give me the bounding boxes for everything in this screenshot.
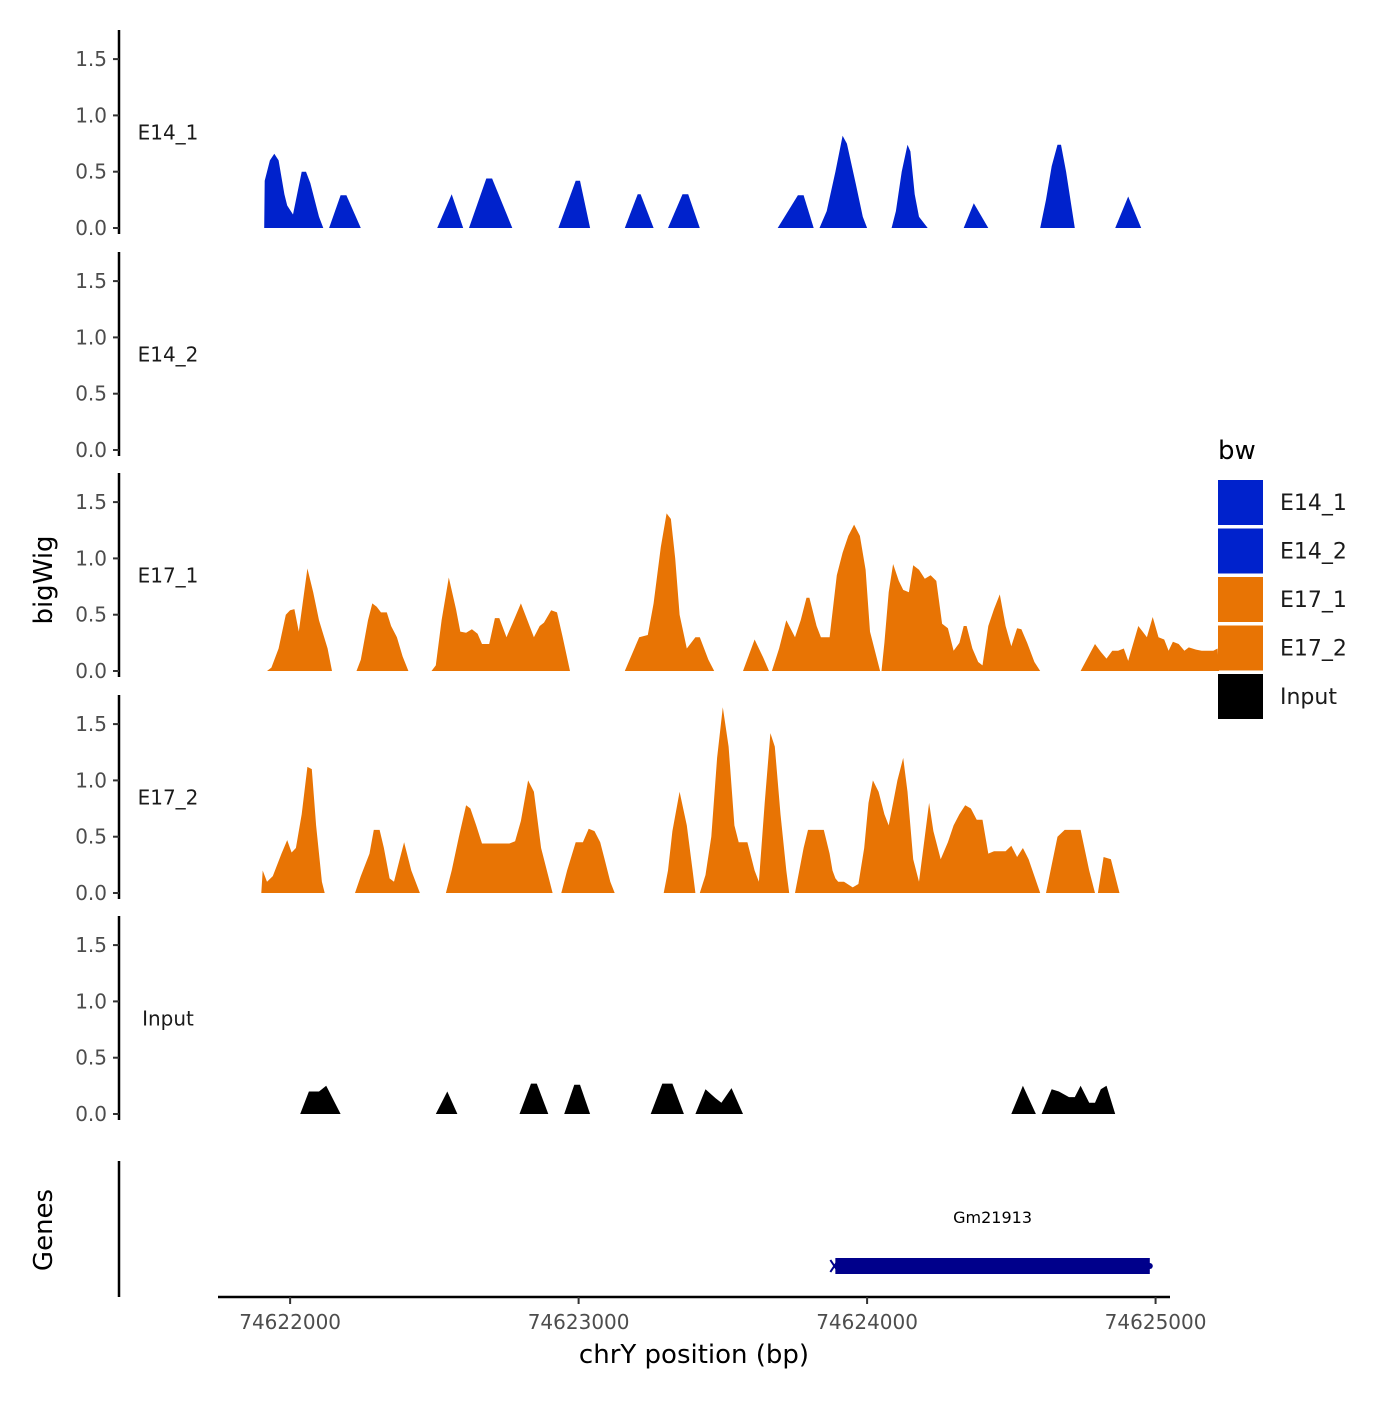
y-tick-label: 0.5 (75, 1046, 107, 1070)
coverage-peak (891, 144, 928, 228)
coverage-peak (435, 1091, 458, 1114)
coverage-peak (356, 603, 409, 671)
y-tick-label: 1.5 (75, 933, 107, 957)
track-label: E17_2 (138, 785, 199, 809)
legend-label: E14_1 (1280, 491, 1347, 516)
coverage-peak (624, 194, 654, 228)
track-e14-2: 0.0 0.5 1.0 1.5 E14_2 (75, 252, 198, 462)
coverage-peak (795, 757, 1041, 893)
tracks-group: 0.0 0.5 1.0 1.5 E14_1 0.0 0.5 1.0 1.5 E14_2 0.0 0.5… (75, 30, 1219, 1126)
track-label: E17_1 (138, 563, 199, 587)
y-tick-label: 1.5 (75, 269, 107, 293)
coverage-peak (431, 577, 570, 671)
track-input: 0.0 0.5 1.0 1.5 Input (75, 916, 1116, 1126)
coverage-peak (663, 791, 696, 893)
track-e14-1: 0.0 0.5 1.0 1.5 E14_1 (75, 30, 1142, 240)
y-tick-label: 0.0 (75, 1102, 107, 1126)
legend-label: E17_1 (1280, 588, 1347, 613)
legend-swatch (1218, 480, 1263, 525)
coverage-peak (300, 1085, 341, 1114)
genes-panel: Gm21913 (117, 1161, 1153, 1297)
gene-start-marker (829, 1259, 840, 1273)
legend-label: Input (1280, 685, 1337, 710)
y-axis-title: bigWig (29, 535, 59, 624)
x-tick-label: 74623000 (528, 1310, 630, 1334)
x-axis-title: chrY position (bp) (579, 1340, 809, 1370)
y-tick-label: 1.0 (75, 325, 107, 349)
coverage-peak (1041, 1085, 1116, 1114)
legend-swatch (1218, 625, 1263, 671)
y-tick-label: 0.5 (75, 603, 107, 627)
track-e17-2: 0.0 0.5 1.0 1.5 E17_2 (75, 695, 1120, 905)
coverage-peak (1040, 144, 1075, 228)
coverage-peak (564, 1084, 591, 1114)
coverage-peak (437, 194, 464, 228)
coverage-peak (355, 829, 420, 893)
legend: bw E14_1 E14_2 E17_1 E17_2 Input (1218, 436, 1347, 719)
gene-label: Gm21913 (953, 1208, 1032, 1227)
track-label: E14_1 (138, 120, 199, 144)
coverage-peak (1115, 196, 1142, 228)
y-tick-label: 0.5 (75, 382, 107, 406)
x-tick-label: 74624000 (816, 1310, 918, 1334)
y-tick-label: 0.0 (75, 216, 107, 240)
coverage-peak (561, 828, 615, 893)
coverage-peak (743, 639, 769, 671)
x-tick-label: 74622000 (239, 1310, 341, 1334)
y-tick-label: 0.5 (75, 825, 107, 849)
coverage-peak (261, 766, 325, 893)
track-label: E14_2 (138, 342, 199, 366)
coverage-peak (650, 1083, 684, 1114)
y-tick-label: 1.0 (75, 103, 107, 127)
gene-end-marker (1146, 1263, 1153, 1269)
y-tick-label: 1.5 (75, 712, 107, 736)
y-tick-label: 1.5 (75, 47, 107, 71)
legend-swatch (1218, 528, 1263, 574)
coverage-peak (264, 153, 324, 228)
genes-axis-title: Genes (29, 1189, 59, 1271)
coverage-peak (624, 513, 715, 671)
coverage-peak (699, 707, 790, 893)
y-tick-label: 0.5 (75, 160, 107, 184)
coverage-peak (1080, 617, 1219, 671)
legend-swatch (1218, 577, 1263, 622)
y-tick-label: 1.5 (75, 490, 107, 514)
coverage-peak (819, 135, 868, 228)
coverage-peak (1097, 857, 1120, 893)
coverage-peak (558, 180, 591, 228)
coverage-peak (469, 178, 513, 228)
legend-swatch (1218, 674, 1263, 719)
track-e17-1: 0.0 0.5 1.0 1.5 E17_1 (75, 473, 1219, 683)
coverage-peak (668, 194, 700, 228)
gene-body (835, 1258, 1150, 1274)
x-axis: 74622000 74623000 74624000 74625000 (218, 1295, 1207, 1334)
coverage-peak (881, 564, 1041, 671)
coverage-peak (1011, 1085, 1036, 1114)
coverage-peak (777, 195, 814, 228)
y-tick-label: 1.0 (75, 989, 107, 1013)
legend-label: E14_2 (1280, 540, 1347, 565)
coverage-peak (519, 1083, 549, 1114)
x-tick-label: 74625000 (1105, 1310, 1207, 1334)
coverage-peak (267, 568, 332, 671)
legend-label: E17_2 (1280, 637, 1347, 662)
legend-title: bw (1218, 436, 1256, 466)
coverage-peak (445, 780, 553, 893)
y-tick-label: 1.0 (75, 546, 107, 570)
coverage-peak (1046, 829, 1095, 893)
coverage-peak (771, 524, 881, 671)
coverage-peak (695, 1088, 743, 1114)
track-label: Input (142, 1006, 194, 1030)
y-tick-label: 0.0 (75, 881, 107, 905)
coverage-peak (329, 195, 361, 228)
y-tick-label: 1.0 (75, 768, 107, 792)
y-tick-label: 0.0 (75, 659, 107, 683)
coverage-peak (963, 203, 989, 228)
y-tick-label: 0.0 (75, 438, 107, 462)
